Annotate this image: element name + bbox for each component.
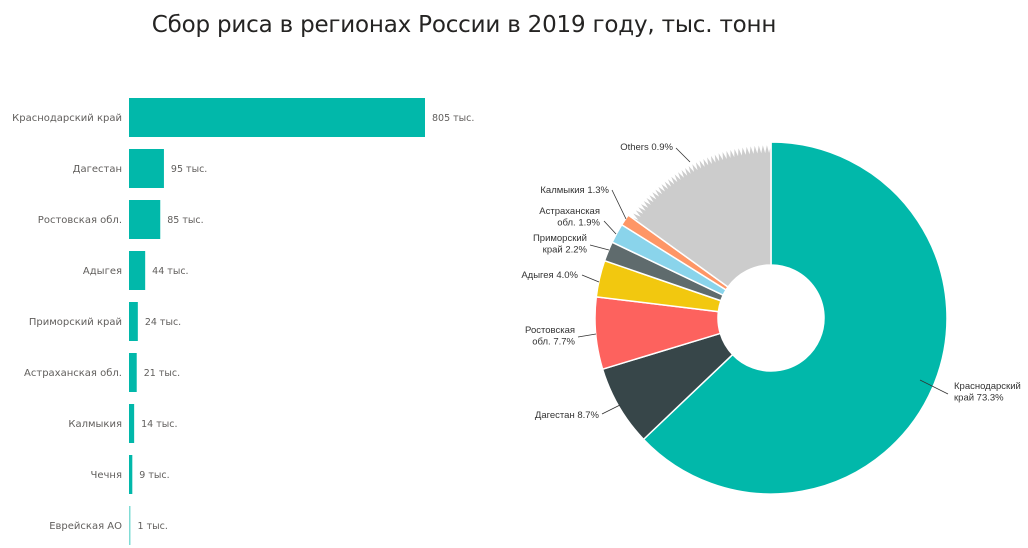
bar-category-label: Приморский край — [29, 317, 122, 328]
leader-line — [589, 244, 610, 251]
donut-data-label: Калмыкия 1.3% — [540, 185, 627, 220]
donut-label-text: Калмыкия 1.3% — [540, 185, 609, 196]
bar[interactable] — [129, 353, 137, 392]
donut-label-text: Others 0.9% — [620, 142, 673, 153]
donut-label-text: Дагестан 8.7% — [535, 410, 600, 421]
bar-row[interactable]: Калмыкия 14 тыс. — [68, 404, 178, 443]
bar-category-label: Астраханская обл. — [24, 368, 122, 379]
bar-row[interactable]: Приморский край 24 тыс. — [29, 302, 181, 341]
donut-label-text: Астраханская — [539, 206, 600, 217]
bar-value-label: 24 тыс. — [145, 317, 181, 328]
leader-line — [675, 147, 691, 163]
bar-value-label: 14 тыс. — [141, 419, 177, 430]
bar-category-label: Краснодарский край — [12, 113, 122, 124]
donut-data-label: Дагестан 8.7% — [535, 404, 621, 421]
donut-label-text: обл. 1.9% — [557, 218, 600, 229]
donut-label-text: край 2.2% — [543, 245, 588, 256]
bar[interactable] — [129, 251, 146, 290]
bar-category-label: Чечня — [91, 470, 122, 481]
bar-value-label: 805 тыс. — [432, 113, 474, 124]
donut-slice[interactable] — [627, 141, 772, 289]
bar-category-label: Адыгея — [83, 266, 122, 277]
leader-line — [581, 274, 600, 283]
chart-title: Сбор риса в регионах России в 2019 году,… — [151, 12, 777, 38]
leader-line — [611, 189, 627, 220]
bar-category-label: Еврейская АО — [49, 521, 122, 532]
bar-row[interactable]: Дагестан 95 тыс. — [73, 149, 208, 188]
bar-chart: Краснодарский край 805 тыс. Дагестан 95 тыс… — [12, 98, 474, 545]
bar[interactable] — [129, 455, 133, 494]
donut-label-text: обл. 7.7% — [532, 337, 575, 348]
bar-value-label: 9 тыс. — [139, 470, 169, 481]
bar[interactable] — [129, 302, 138, 341]
leader-line — [601, 404, 621, 415]
leader-line — [577, 333, 597, 338]
donut-label-text: Адыгея 4.0% — [521, 270, 578, 281]
bar[interactable] — [129, 200, 161, 239]
donut-data-label: Others 0.9% — [620, 142, 691, 163]
bar[interactable] — [129, 98, 425, 137]
donut-label-text: Приморский — [533, 233, 587, 244]
leader-line — [603, 220, 617, 235]
donut-label-text: Ростовская — [525, 325, 575, 336]
bar-value-label: 1 тыс. — [138, 521, 168, 532]
bar-row[interactable]: Астраханская обл. 21 тыс. — [24, 353, 180, 392]
bar-row[interactable]: Ростовская обл. 85 тыс. — [38, 200, 204, 239]
bar[interactable] — [129, 404, 135, 443]
donut-label-text: Краснодарский — [954, 381, 1021, 392]
bar-value-label: 85 тыс. — [167, 215, 203, 226]
bar-category-label: Дагестан — [73, 164, 122, 175]
bar-value-label: 95 тыс. — [171, 164, 207, 175]
donut-slice[interactable] — [642, 141, 948, 495]
bar-category-label: Калмыкия — [68, 419, 122, 430]
leader-line — [919, 379, 949, 395]
bar-category-label: Ростовская обл. — [38, 215, 122, 226]
bar-row[interactable]: Еврейская АО 1 тыс. — [49, 506, 168, 545]
bar-row[interactable]: Адыгея 44 тыс. — [83, 251, 189, 290]
bar-row[interactable]: Краснодарский край 805 тыс. — [12, 98, 474, 137]
bar-value-label: 21 тыс. — [144, 368, 180, 379]
bar-row[interactable]: Чечня 9 тыс. — [91, 455, 170, 494]
bar[interactable] — [129, 149, 164, 188]
bar-value-label: 44 тыс. — [152, 266, 188, 277]
bar[interactable] — [129, 506, 131, 545]
donut-label-text: край 73.3% — [954, 393, 1004, 404]
donut-data-label: Адыгея 4.0% — [521, 270, 600, 283]
